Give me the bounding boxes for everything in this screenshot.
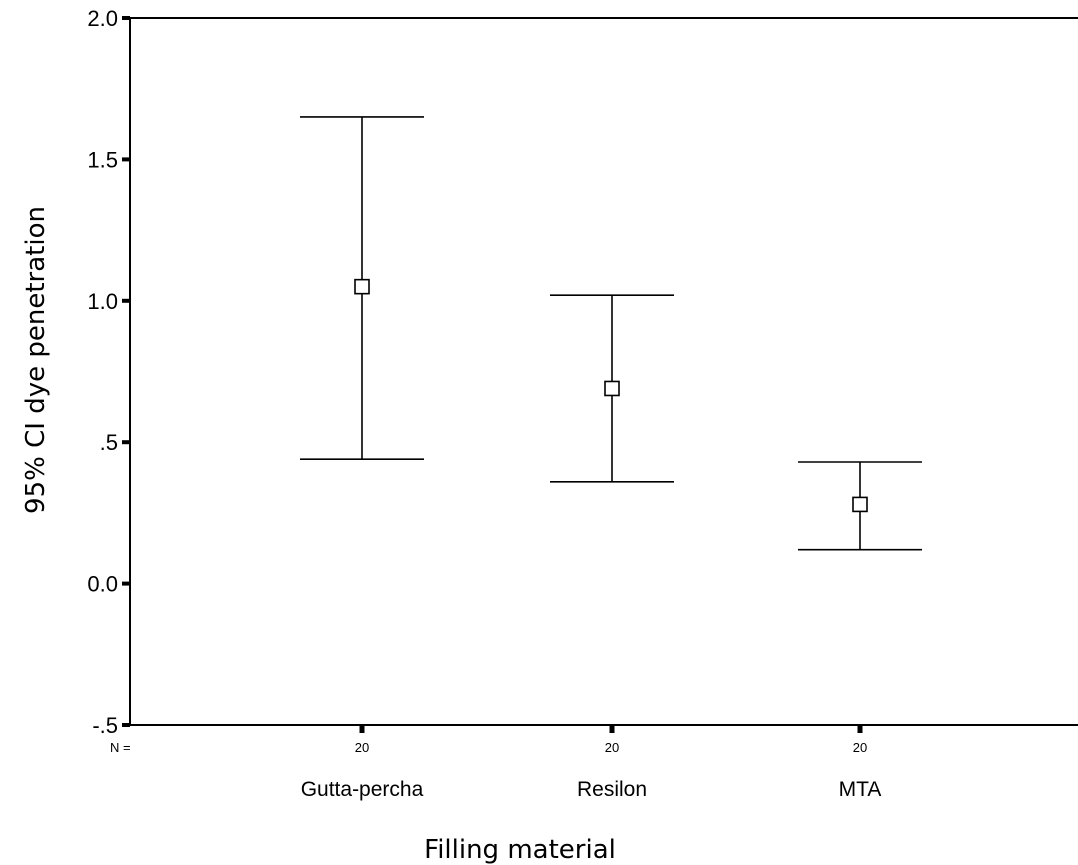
y-axis-title: 95% CI dye penetration: [21, 206, 51, 514]
axes: [129, 17, 1078, 726]
mean-marker: [604, 380, 620, 397]
y-tick-label: 1.0: [87, 289, 118, 314]
error-bar: [300, 116, 424, 460]
mean-marker: [852, 496, 868, 513]
n-count-label: 20: [853, 740, 867, 755]
error-bars: [300, 116, 922, 551]
n-label: N =: [110, 740, 131, 755]
x-ticks: 20 Gutta-percha 20 Resilon 20 MTA: [301, 725, 882, 801]
category-label: Resilon: [577, 778, 647, 801]
error-bar: [550, 294, 674, 483]
category-label: MTA: [839, 778, 882, 801]
error-bar: [798, 461, 922, 551]
y-tick-label: 2.0: [87, 6, 118, 31]
mean-marker: [354, 278, 370, 295]
y-tick-label: -.5: [92, 713, 118, 738]
n-count-label: 20: [355, 740, 369, 755]
n-count-label: 20: [605, 740, 619, 755]
y-tick-label: 1.5: [87, 147, 118, 172]
category-label: Gutta-percha: [301, 778, 424, 801]
y-tick-label: .5: [100, 430, 118, 455]
y-tick-label: 0.0: [87, 572, 118, 597]
y-ticks: 2.0 1.5 1.0 .5 0.0 -.5: [87, 6, 130, 738]
x-axis-title: Filling material: [424, 835, 616, 865]
